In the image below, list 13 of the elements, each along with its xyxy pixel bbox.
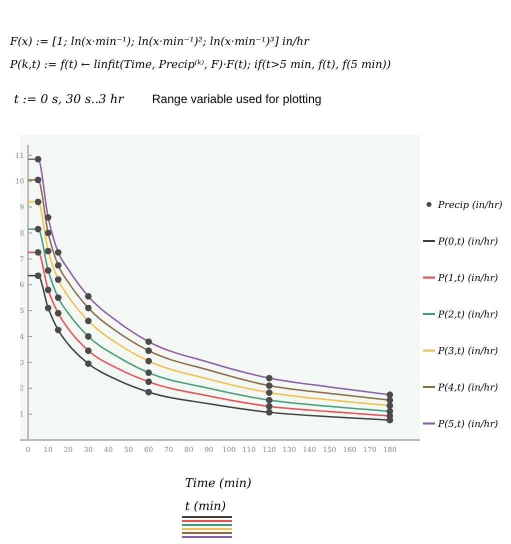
legend-label: Precip (in/hr): [437, 200, 503, 211]
legend-label: P(2,t) (in/hr): [437, 310, 498, 320]
legend-label: P(5,t) (in/hr): [437, 419, 498, 430]
text: Range variable used for plotting: [152, 92, 322, 106]
legend-label: P(0,t) (in/hr): [437, 236, 498, 248]
text: P(k,t) := f(t) ← linfit(Time, Precip⁽ᵏ⁾, F)·F(t); if(t>5 min, f(t), f(5 min)): [9, 58, 391, 71]
x-axis-title: Time (min): [185, 476, 252, 490]
legend-label: P(3,t) (in/hr): [437, 346, 498, 357]
text: t := 0 s, 30 s..3 hr: [14, 92, 125, 106]
legend-label: P(1,t) (in/hr): [437, 273, 498, 284]
text: F(x) := [1; ln(x·min⁻¹); ln(x·min⁻¹)²; ln(x·min⁻¹)³] in/hr: [9, 35, 310, 48]
text: t (min): [185, 499, 226, 513]
legend-label: P(4,t) (in/hr): [437, 382, 498, 394]
